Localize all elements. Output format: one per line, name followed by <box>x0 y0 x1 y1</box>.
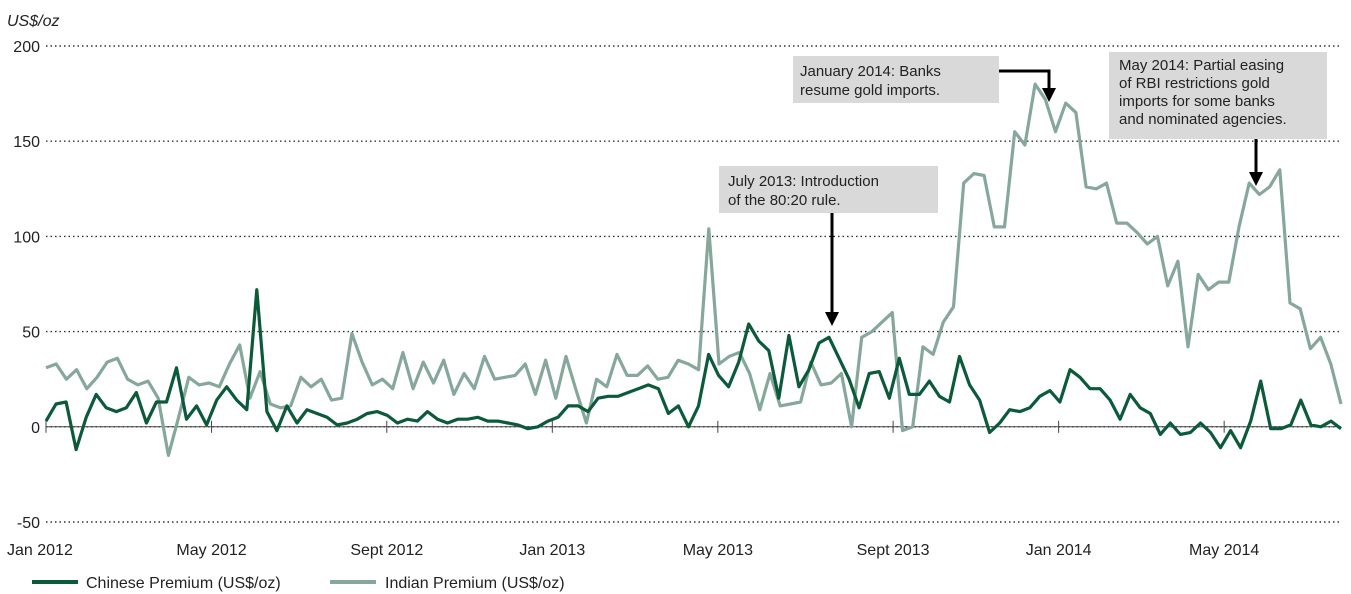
y-tick-label: 100 <box>13 229 40 246</box>
annotation-arrow-head <box>1249 172 1263 186</box>
unit-label: US$/oz <box>7 13 59 30</box>
y-tick-label: -50 <box>17 515 40 532</box>
x-tick-label: May 2013 <box>683 542 753 559</box>
series-line-chinese <box>44 288 1342 452</box>
legend: Chinese Premium (US$/oz) Indian Premium … <box>32 575 565 592</box>
x-tick-label: May 2014 <box>1189 542 1259 559</box>
annotation-arrow-head <box>1042 88 1056 102</box>
annotation-january-2014: January 2014: Banks resume gold imports. <box>793 56 1056 103</box>
annotation-line: and nominated agencies. <box>1119 111 1287 128</box>
annotation-line: January 2014: Banks <box>800 63 941 80</box>
x-tick-label: Jan 2013 <box>519 542 585 559</box>
y-tick-label: 150 <box>13 134 40 151</box>
annotation-box <box>793 56 999 103</box>
x-tick-label: Sept 2012 <box>350 542 423 559</box>
series-lines <box>44 82 1343 457</box>
x-tick-label: Jan 2014 <box>1026 542 1092 559</box>
annotation-line: July 2013: Introduction <box>728 173 879 190</box>
annotation-line: resume gold imports. <box>800 82 940 99</box>
annotation-box <box>719 166 938 213</box>
x-tick-label: Sept 2013 <box>857 542 930 559</box>
x-axis: Jan 2012 May 2012 Sept 2012 Jan 2013 May 201… <box>7 420 1341 559</box>
annotation-may-2014: May 2014: Partial easing of RBI restrict… <box>1109 52 1327 186</box>
y-tick-label: 200 <box>13 39 40 56</box>
annotation-line: of RBI restrictions gold <box>1119 75 1270 92</box>
annotation-box <box>1109 52 1327 139</box>
x-tick-label: May 2012 <box>176 542 246 559</box>
y-tick-label: 50 <box>22 325 40 342</box>
annotation-july-2013: July 2013: Introduction of the 80:20 rul… <box>719 166 938 326</box>
legend-label-indian: Indian Premium (US$/oz) <box>385 575 565 592</box>
x-tick-label: Jan 2012 <box>7 542 73 559</box>
annotation-line: of the 80:20 rule. <box>728 192 841 209</box>
annotation-line: May 2014: Partial easing <box>1119 57 1284 74</box>
annotation-arrow-head <box>825 312 839 326</box>
annotation-arrow-shaft <box>999 69 1051 88</box>
y-tick-label: 0 <box>31 420 40 437</box>
series-line-indian <box>45 82 1343 457</box>
y-axis-ticks: -50 0 50 100 150 200 <box>13 39 40 532</box>
annotation-line: imports for some banks <box>1119 93 1275 110</box>
legend-label-chinese: Chinese Premium (US$/oz) <box>86 575 281 592</box>
